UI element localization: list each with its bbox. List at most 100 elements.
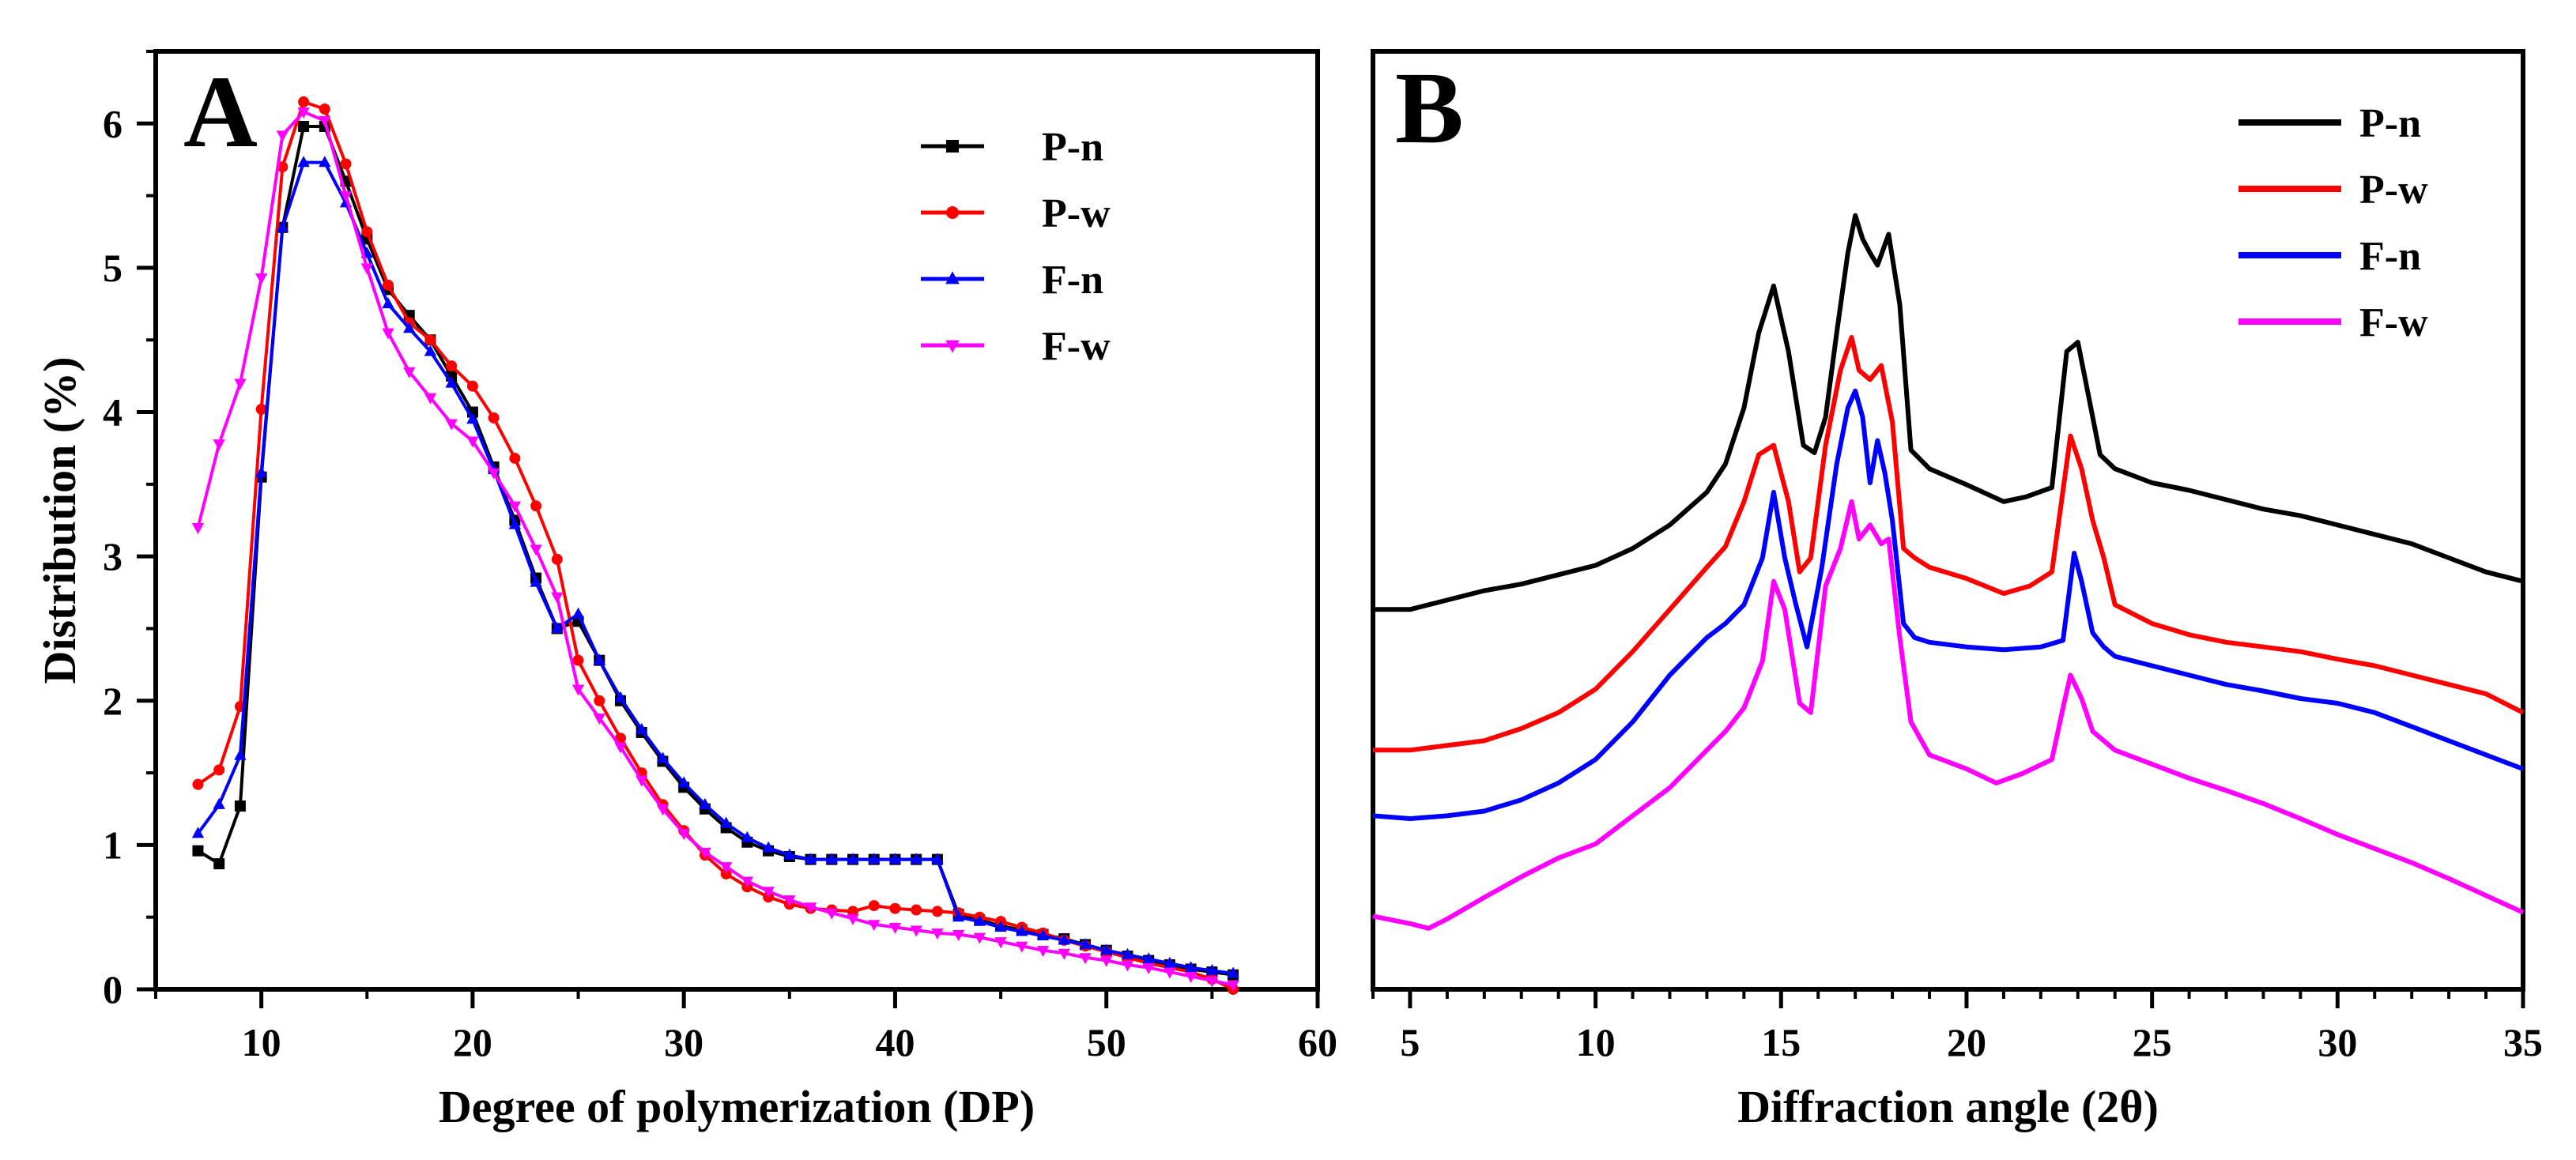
- legend-marker: [946, 206, 959, 219]
- series-line: [1372, 499, 2525, 931]
- data-point: [382, 328, 394, 340]
- data-point: [551, 592, 564, 604]
- data-point: [1121, 960, 1134, 972]
- data-point: [994, 921, 1007, 932]
- series-p-n: [192, 120, 1239, 981]
- data-point: [446, 360, 458, 372]
- data-point: [952, 930, 965, 942]
- data-point: [1121, 947, 1134, 959]
- data-point: [931, 928, 944, 940]
- data-point: [656, 751, 669, 763]
- x-tick-label: 20: [453, 1020, 492, 1064]
- data-point: [1164, 956, 1176, 968]
- data-point: [319, 104, 330, 115]
- data-point: [1100, 943, 1113, 955]
- data-point: [466, 436, 479, 448]
- data-point: [424, 334, 436, 346]
- data-point: [699, 797, 711, 809]
- y-tick-label: 6: [103, 101, 123, 145]
- data-point: [530, 544, 542, 556]
- data-point: [1079, 953, 1092, 965]
- data-point: [1142, 952, 1155, 964]
- data-point: [847, 913, 859, 925]
- data-point: [276, 130, 289, 142]
- data-point: [508, 501, 522, 513]
- plot-frame: [1371, 49, 2525, 992]
- data-point: [213, 439, 225, 451]
- y-tick-label: 3: [103, 534, 123, 578]
- data-point: [868, 853, 881, 864]
- data-point: [319, 156, 331, 168]
- y-tick-label: 1: [103, 823, 123, 867]
- series-line: [1373, 213, 2524, 612]
- data-point: [340, 158, 352, 170]
- data-point: [255, 273, 268, 285]
- data-point: [1016, 941, 1028, 953]
- data-point: [847, 906, 858, 917]
- data-point: [888, 853, 902, 864]
- x-tick-label: 15: [1761, 1020, 1801, 1064]
- panel-a: 10 20 30 40 50 60 0 1 2 3 4 5 6 Degree of polymerizat…: [34, 49, 1337, 1132]
- data-point: [339, 191, 353, 203]
- series-f-n: [1372, 388, 2525, 821]
- x-tick-label: 40: [875, 1020, 915, 1064]
- data-point: [297, 156, 310, 168]
- data-point: [1184, 971, 1197, 983]
- data-point: [571, 607, 585, 619]
- data-point: [297, 107, 310, 119]
- data-point: [741, 830, 754, 842]
- data-point: [677, 776, 690, 788]
- data-point: [931, 906, 943, 917]
- data-point: [847, 853, 859, 864]
- data-point: [1184, 961, 1197, 973]
- data-point: [719, 862, 733, 874]
- x-tick-label: 60: [1298, 1020, 1337, 1064]
- data-point: [1036, 946, 1050, 958]
- data-point: [910, 853, 922, 864]
- legend-marker: [945, 340, 960, 353]
- y-tick-label: 2: [103, 679, 123, 723]
- data-point: [298, 96, 310, 107]
- data-point: [466, 380, 478, 392]
- legend-label: P-n: [1042, 125, 1103, 170]
- legend-label: P-w: [2359, 168, 2428, 213]
- data-point: [952, 910, 965, 922]
- data-point: [551, 622, 564, 634]
- data-point: [720, 868, 732, 879]
- x-tick-label: 50: [1087, 1020, 1126, 1064]
- data-point: [741, 876, 754, 888]
- data-point: [382, 297, 394, 309]
- data-point: [487, 468, 500, 480]
- data-point: [234, 379, 247, 390]
- data-point: [1016, 925, 1028, 936]
- data-point: [636, 722, 648, 734]
- data-point: [911, 904, 922, 916]
- x-tick-label: 10: [1576, 1020, 1616, 1064]
- x-tick-label: 35: [2503, 1020, 2543, 1064]
- data-point: [593, 653, 605, 665]
- panel-b: 5 10 15 20 25 30 35 Diffraction angle (2θ) B P-n P…: [1371, 49, 2543, 1132]
- data-point: [888, 922, 902, 934]
- data-point: [360, 263, 373, 275]
- data-point: [445, 376, 458, 388]
- data-point: [783, 895, 796, 907]
- data-point: [361, 226, 373, 238]
- data-point: [868, 900, 880, 912]
- series-f-w: [1372, 499, 2525, 931]
- data-point: [804, 853, 817, 864]
- legend-marker: [946, 140, 959, 153]
- data-point: [551, 553, 563, 565]
- x-tick-label: 30: [2318, 1020, 2357, 1064]
- data-point: [1164, 967, 1176, 979]
- x-tick-label: 30: [664, 1020, 703, 1064]
- data-point: [1058, 948, 1070, 960]
- series-p-w: [1373, 335, 2525, 753]
- y-axis-title: Distribution (%): [34, 356, 85, 684]
- data-point: [191, 827, 205, 838]
- data-point: [699, 847, 711, 859]
- data-point: [571, 684, 585, 696]
- data-point: [636, 775, 648, 787]
- legend-label: F-n: [1042, 258, 1103, 303]
- data-point: [424, 393, 437, 405]
